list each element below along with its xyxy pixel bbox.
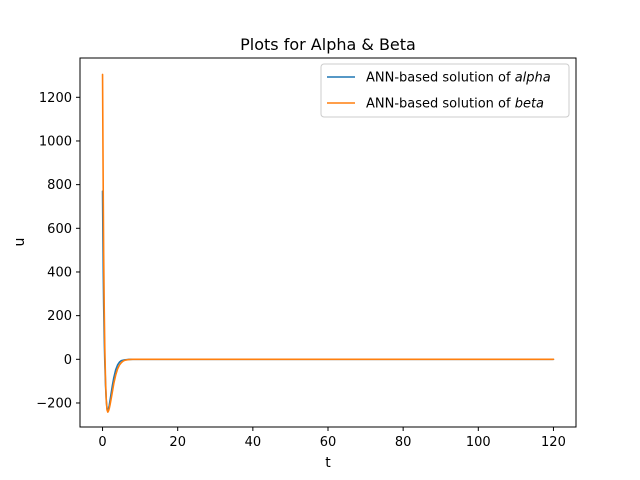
y-axis: −200 0 200 400 600 800 1000 1200 bbox=[36, 91, 80, 411]
y-tick-label: 400 bbox=[47, 265, 72, 280]
x-axis-label: t bbox=[325, 455, 331, 471]
series-line-alpha bbox=[101, 190, 555, 412]
x-axis: 0 20 40 60 80 100 120 bbox=[98, 427, 566, 450]
x-tick-label: 0 bbox=[98, 435, 106, 450]
legend-box bbox=[320, 63, 570, 118]
legend-label-beta: ANN-based solution of beta bbox=[366, 97, 544, 112]
y-tick-label: −200 bbox=[36, 396, 72, 411]
x-tick-label: 120 bbox=[541, 435, 566, 450]
x-tick-label: 20 bbox=[169, 435, 186, 450]
y-tick-label: 0 bbox=[64, 353, 72, 368]
series-line-beta bbox=[101, 73, 555, 413]
y-axis-label: u bbox=[12, 238, 28, 247]
y-tick-label: 800 bbox=[47, 178, 72, 193]
y-tick-label: 200 bbox=[47, 309, 72, 324]
y-tick-label: 1200 bbox=[39, 91, 72, 106]
x-tick-label: 100 bbox=[466, 435, 491, 450]
legend-label-alpha: ANN-based solution of alpha bbox=[366, 71, 551, 86]
legend: ANN-based solution of alpha ANN-based sol… bbox=[320, 63, 570, 118]
x-tick-label: 60 bbox=[320, 435, 337, 450]
chart-title: Plots for Alpha & Beta bbox=[240, 35, 416, 54]
y-tick-label: 600 bbox=[47, 222, 72, 237]
x-tick-label: 40 bbox=[245, 435, 262, 450]
series-layer bbox=[101, 73, 555, 413]
y-tick-label: 1000 bbox=[39, 134, 72, 149]
x-tick-label: 80 bbox=[395, 435, 412, 450]
